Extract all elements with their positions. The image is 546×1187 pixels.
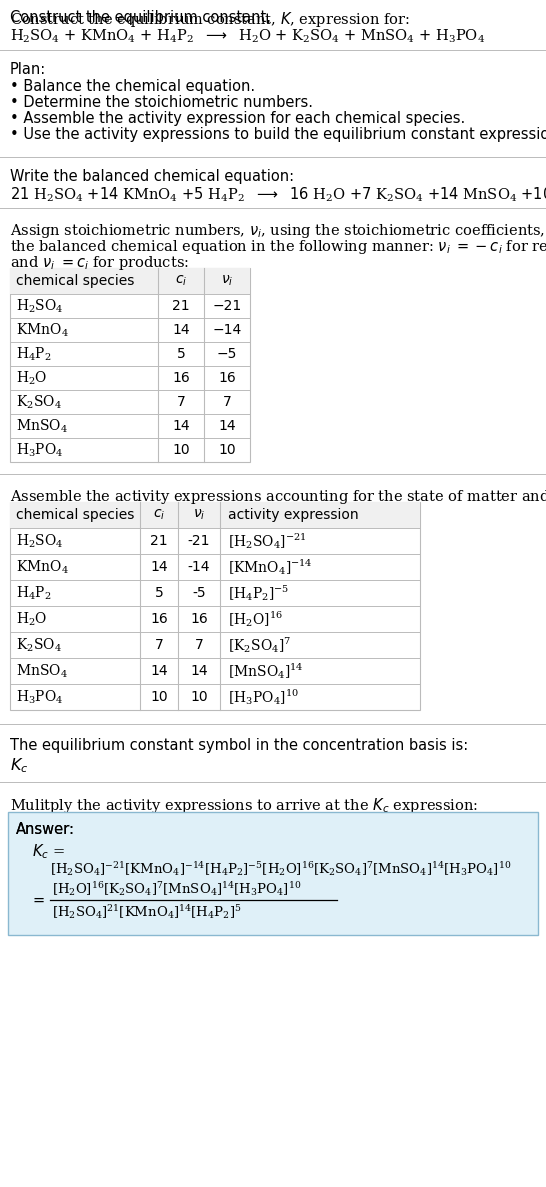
Text: $\mathregular{[H_2SO_4]^{21}[KMnO_4]^{14}[H_4P_2]^{5}}$: $\mathregular{[H_2SO_4]^{21}[KMnO_4]^{14… [52,903,241,921]
Text: 10: 10 [218,443,236,457]
Text: $\mathregular{H_2O}$: $\mathregular{H_2O}$ [16,610,48,628]
Text: $\mathregular{[H_2O]^{16}}$: $\mathregular{[H_2O]^{16}}$ [228,609,283,629]
Text: -21: -21 [188,534,210,548]
Bar [10,268,250,462]
Text: Construct the equilibrium constant,: Construct the equilibrium constant, [10,9,276,25]
Text: 21: 21 [172,299,190,313]
Text: 16: 16 [190,612,208,626]
Text: $\mathregular{H_3PO_4}$: $\mathregular{H_3PO_4}$ [16,688,63,706]
Text: $\nu_i$: $\nu_i$ [221,274,233,288]
Text: $\mathregular{KMnO_4}$: $\mathregular{KMnO_4}$ [16,322,69,338]
Text: the balanced chemical equation in the following manner: $\it{\nu}_i$ $= -\it{c}_: the balanced chemical equation in the fo… [10,239,546,256]
Bar [8,812,538,935]
Text: • Use the activity expressions to build the equilibrium constant expression.: • Use the activity expressions to build … [10,127,546,142]
Text: Write the balanced chemical equation:: Write the balanced chemical equation: [10,169,294,184]
Text: $K_c$: $K_c$ [10,756,28,775]
Text: • Determine the stoichiometric numbers.: • Determine the stoichiometric numbers. [10,95,313,110]
Bar [10,268,250,294]
Text: Mulitply the activity expressions to arrive at the $K_c$ expression:: Mulitply the activity expressions to arr… [10,796,478,815]
Text: • Assemble the activity expression for each chemical species.: • Assemble the activity expression for e… [10,112,465,126]
Bar [10,502,420,710]
Text: $\mathregular{MnSO_4}$: $\mathregular{MnSO_4}$ [16,418,68,434]
Text: 14: 14 [190,664,208,678]
Text: $\mathregular{[K_2SO_4]^{7}}$: $\mathregular{[K_2SO_4]^{7}}$ [228,635,291,655]
Text: 7: 7 [176,395,186,410]
Text: and $\it{\nu}_i$ $= \it{c}_i$ for products:: and $\it{\nu}_i$ $= \it{c}_i$ for produc… [10,254,189,272]
Text: 7: 7 [223,395,232,410]
Text: 14: 14 [150,664,168,678]
Text: Construct the equilibrium constant, $K$, expression for:: Construct the equilibrium constant, $K$,… [10,9,410,28]
Text: 16: 16 [150,612,168,626]
Text: $\mathregular{[H_2SO_4]^{-21}[KMnO_4]^{-14}[H_4P_2]^{-5}[H_2O]^{16}[K_2SO_4]^{7}: $\mathregular{[H_2SO_4]^{-21}[KMnO_4]^{-… [50,861,512,878]
Text: Plan:: Plan: [10,62,46,77]
Text: 14: 14 [150,560,168,575]
Text: 14: 14 [218,419,236,433]
Text: -5: -5 [192,586,206,599]
Text: $\mathregular{H_2SO_4}$: $\mathregular{H_2SO_4}$ [16,297,63,315]
Text: The equilibrium constant symbol in the concentration basis is:: The equilibrium constant symbol in the c… [10,738,468,753]
Text: $\mathregular{H_3PO_4}$: $\mathregular{H_3PO_4}$ [16,442,63,458]
Text: $\mathregular{H_2SO_4}$ $+$ $\mathregular{KMnO_4}$ $+$ $\mathregular{H_4P_2}$  $: $\mathregular{H_2SO_4}$ $+$ $\mathregula… [10,28,485,45]
Text: $\mathregular{H_4P_2}$: $\mathregular{H_4P_2}$ [16,345,51,363]
Text: chemical species: chemical species [16,274,134,288]
Text: $\mathregular{[H_4P_2]^{-5}}$: $\mathregular{[H_4P_2]^{-5}}$ [228,583,289,603]
Text: Answer:: Answer: [16,823,75,837]
Text: −5: −5 [217,347,237,361]
Text: 5: 5 [176,347,186,361]
Text: activity expression: activity expression [228,508,359,522]
Text: 16: 16 [172,372,190,385]
Text: 16: 16 [218,372,236,385]
Text: 14: 14 [172,419,190,433]
Bar [10,502,420,528]
Text: chemical species: chemical species [16,508,134,522]
Text: $\mathregular{MnSO_4}$: $\mathregular{MnSO_4}$ [16,662,68,680]
Text: $\mathregular{K_2SO_4}$: $\mathregular{K_2SO_4}$ [16,393,62,411]
Text: Answer:: Answer: [16,823,75,837]
Text: $c_i$: $c_i$ [153,508,165,522]
Text: $\mathregular{[H_3PO_4]^{10}}$: $\mathregular{[H_3PO_4]^{10}}$ [228,687,299,706]
Text: 7: 7 [194,637,203,652]
Text: Assign stoichiometric numbers, $\it{\nu}_i$, using the stoichiometric coefficien: Assign stoichiometric numbers, $\it{\nu}… [10,222,546,240]
Text: $\mathregular{[H_2SO_4]^{-21}}$: $\mathregular{[H_2SO_4]^{-21}}$ [228,531,307,551]
Text: 21: 21 [150,534,168,548]
Text: $\mathregular{[KMnO_4]^{-14}}$: $\mathregular{[KMnO_4]^{-14}}$ [228,557,313,577]
Text: $21$ $\mathregular{H_2SO_4}$ $+ 14$ $\mathregular{KMnO_4}$ $+ 5$ $\mathregular{H: $21$ $\mathregular{H_2SO_4}$ $+ 14$ $\ma… [10,186,546,204]
Text: $\mathregular{[H_2O]^{16}[K_2SO_4]^{7}[MnSO_4]^{14}[H_3PO_4]^{10}}$: $\mathregular{[H_2O]^{16}[K_2SO_4]^{7}[M… [52,880,301,899]
Text: 10: 10 [172,443,190,457]
Text: $\nu_i$: $\nu_i$ [193,508,205,522]
Text: Assemble the activity expressions accounting for the state of matter and $\nu_i$: Assemble the activity expressions accoun… [10,488,546,506]
Text: 5: 5 [155,586,163,599]
Text: • Balance the chemical equation.: • Balance the chemical equation. [10,80,255,94]
Text: $\mathregular{[MnSO_4]^{14}}$: $\mathregular{[MnSO_4]^{14}}$ [228,661,304,681]
Text: $\mathregular{H_2O}$: $\mathregular{H_2O}$ [16,369,48,387]
Text: $\mathregular{K_2SO_4}$: $\mathregular{K_2SO_4}$ [16,636,62,654]
Text: $\mathregular{H_4P_2}$: $\mathregular{H_4P_2}$ [16,584,51,602]
Text: $K_c$ =: $K_c$ = [32,842,65,861]
Text: −21: −21 [212,299,242,313]
Text: 7: 7 [155,637,163,652]
Text: 14: 14 [172,323,190,337]
Text: $c_i$: $c_i$ [175,274,187,288]
Text: 10: 10 [150,690,168,704]
Text: 10: 10 [190,690,208,704]
Text: =: = [32,893,44,908]
Text: −14: −14 [212,323,242,337]
Text: $\mathregular{KMnO_4}$: $\mathregular{KMnO_4}$ [16,558,69,576]
Text: $\mathregular{H_2SO_4}$: $\mathregular{H_2SO_4}$ [16,532,63,550]
Text: -14: -14 [188,560,210,575]
